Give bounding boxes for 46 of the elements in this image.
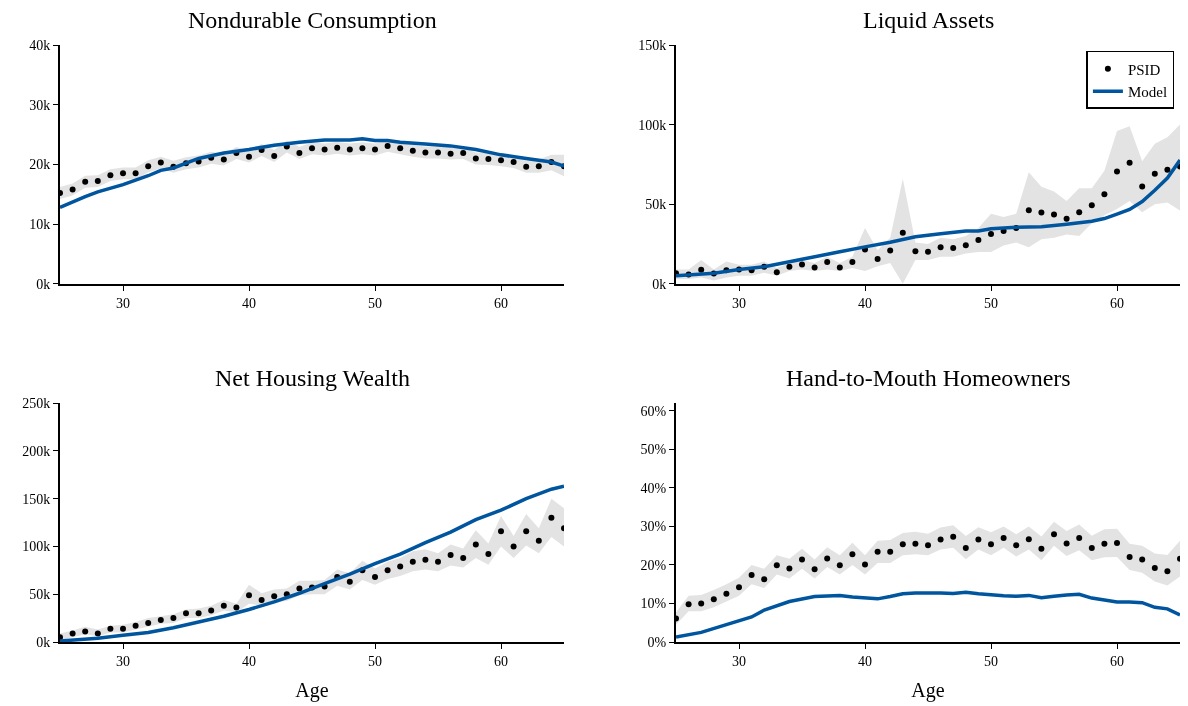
x-tick-label: 30 xyxy=(732,295,746,311)
x-tick-label: 60 xyxy=(494,653,508,669)
y-tick-label: 0% xyxy=(647,634,667,650)
y-tick-label: 30k xyxy=(29,97,51,113)
x-axis-title: Age xyxy=(295,678,329,702)
x-tick-label: 30 xyxy=(732,653,746,669)
y-tick-label: 250k xyxy=(22,396,51,412)
y-tick-label: 50k xyxy=(645,197,667,213)
y-tick-label: 10% xyxy=(640,596,667,612)
y-tick-label: 150k xyxy=(638,37,667,53)
x-tick-label: 40 xyxy=(858,653,872,669)
chart-title: Hand-to-Mouth Homeowners xyxy=(786,365,1071,391)
y-tick-label: 20% xyxy=(640,557,667,573)
x-tick-label: 60 xyxy=(1110,653,1124,669)
x-tick-label: 50 xyxy=(368,653,382,669)
x-tick-label: 60 xyxy=(494,295,508,311)
y-tick-label: 0k xyxy=(36,276,51,292)
y-tick-label: 10k xyxy=(29,217,51,232)
y-tick-label: 0k xyxy=(36,634,51,650)
y-tick-label: 150k xyxy=(22,491,51,507)
x-tick-label: 40 xyxy=(242,653,256,669)
y-tick-label: 40% xyxy=(640,480,667,496)
y-tick-label: 0k xyxy=(652,276,667,292)
x-tick-label: 60 xyxy=(1110,295,1124,311)
x-tick-label: 30 xyxy=(116,295,130,311)
x-tick-label: 40 xyxy=(242,295,256,311)
y-tick-label: 30% xyxy=(640,519,667,535)
x-axis-title: Age xyxy=(911,678,945,702)
y-tick-label: 100k xyxy=(22,539,51,555)
y-tick-label: 50% xyxy=(640,442,667,458)
chart-title: Nondurable Consumption xyxy=(188,7,437,33)
chart-title: Liquid Assets xyxy=(863,7,995,33)
x-tick-label: 50 xyxy=(368,295,382,311)
legend-label: PSID xyxy=(1127,61,1161,78)
y-tick-label: 40k xyxy=(29,37,51,53)
y-tick-label: 50k xyxy=(29,587,51,603)
y-tick-label: 60% xyxy=(640,403,667,419)
y-tick-label: 100k xyxy=(638,117,667,133)
y-tick-label: 200k xyxy=(22,443,51,459)
y-tick-label: 20k xyxy=(29,157,51,173)
x-tick-label: 30 xyxy=(116,653,130,669)
x-tick-label: 50 xyxy=(984,295,998,311)
x-tick-label: 40 xyxy=(858,295,872,311)
legend-label: Model xyxy=(1127,84,1168,101)
chart-title: Net Housing Wealth xyxy=(215,365,410,391)
x-tick-label: 50 xyxy=(984,653,998,669)
